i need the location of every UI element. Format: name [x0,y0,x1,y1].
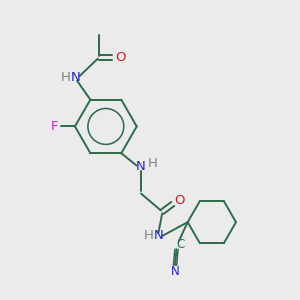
Text: O: O [115,51,126,64]
Text: H: H [144,230,154,242]
Text: C: C [176,238,185,251]
Text: N: N [154,230,164,242]
Text: O: O [175,194,185,207]
Text: F: F [51,120,58,133]
Text: N: N [171,265,179,278]
Text: H: H [61,71,71,84]
Text: H: H [148,157,158,170]
Text: N: N [71,71,80,84]
Text: N: N [136,160,146,173]
